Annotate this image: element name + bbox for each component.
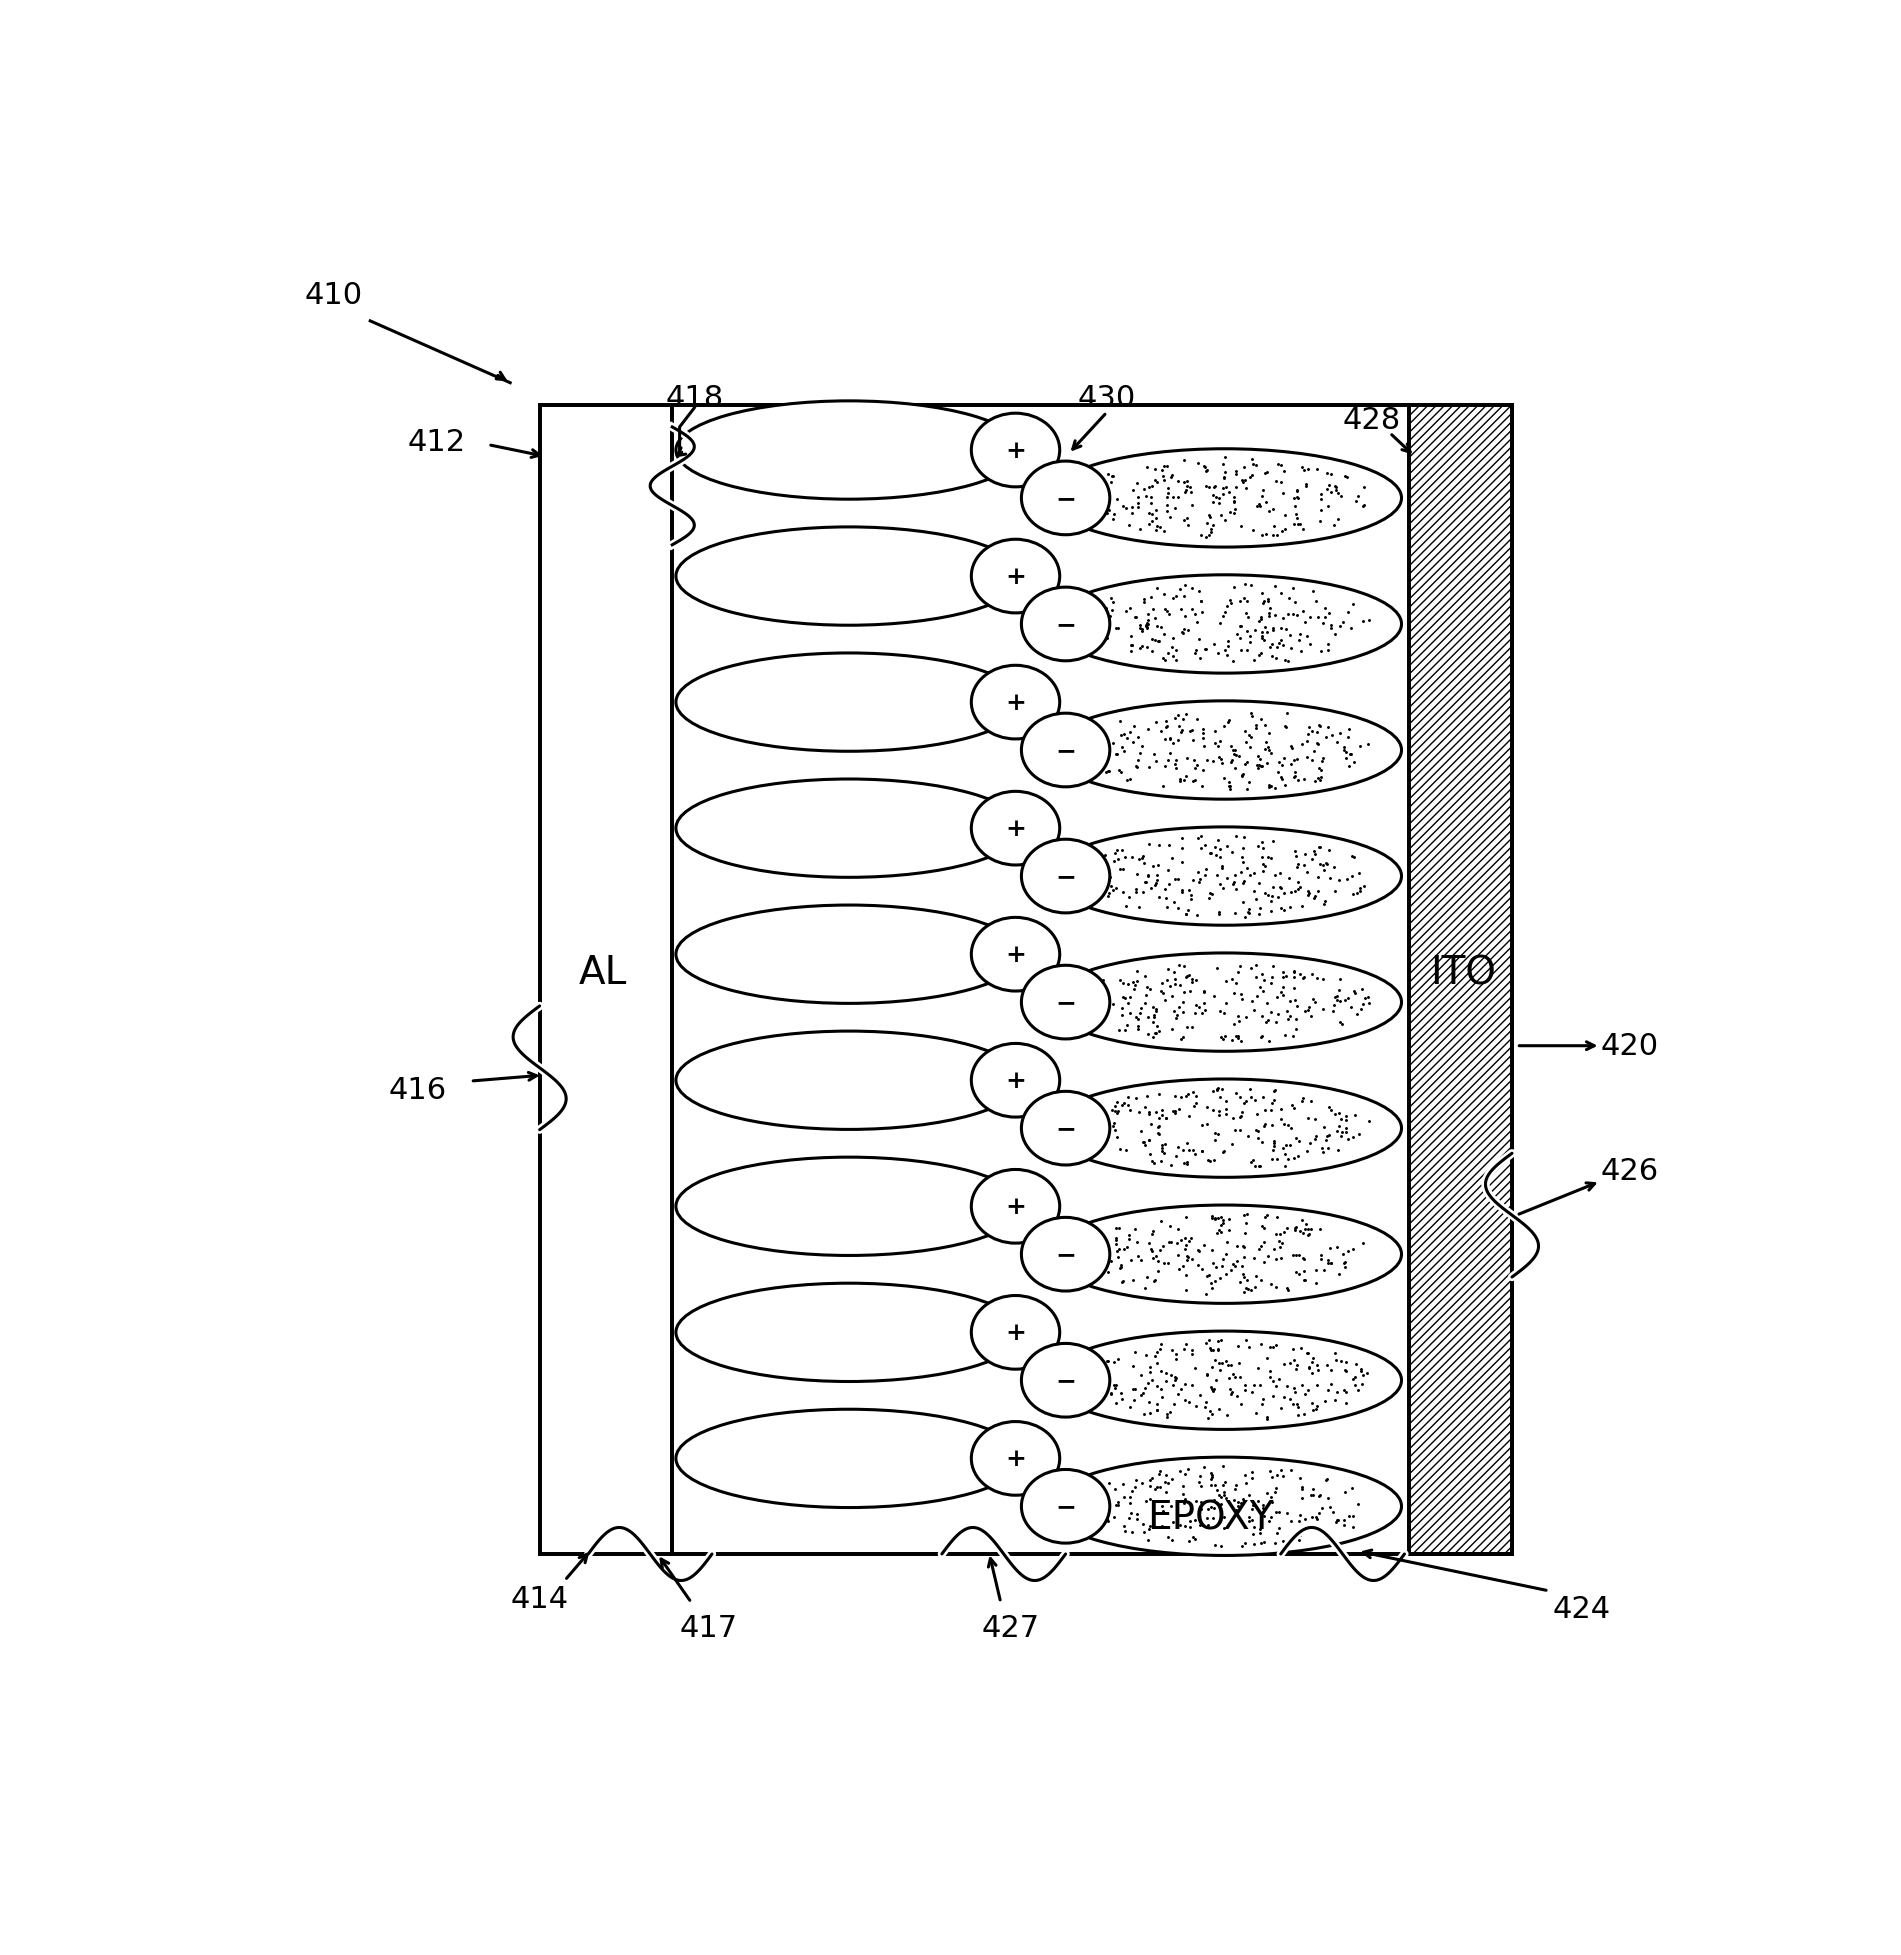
- Ellipse shape: [971, 540, 1059, 614]
- Text: −: −: [1055, 1116, 1076, 1140]
- Text: 424: 424: [1553, 1593, 1610, 1623]
- Text: 414: 414: [511, 1584, 568, 1613]
- Ellipse shape: [1021, 714, 1110, 788]
- Ellipse shape: [1021, 1343, 1110, 1417]
- Text: 410: 410: [304, 282, 363, 309]
- Ellipse shape: [971, 792, 1059, 866]
- Ellipse shape: [677, 1032, 1023, 1130]
- Ellipse shape: [971, 667, 1059, 739]
- Ellipse shape: [1047, 1079, 1401, 1177]
- Ellipse shape: [1047, 1456, 1401, 1556]
- Bar: [540, 405, 1511, 1554]
- Text: 416: 416: [388, 1075, 447, 1105]
- Ellipse shape: [677, 528, 1023, 626]
- Text: +: +: [1006, 565, 1027, 588]
- Text: +: +: [1006, 1069, 1027, 1093]
- Ellipse shape: [1021, 1091, 1110, 1165]
- Ellipse shape: [1021, 1470, 1110, 1542]
- Ellipse shape: [677, 653, 1023, 753]
- Ellipse shape: [1021, 1218, 1110, 1292]
- Ellipse shape: [1047, 827, 1401, 927]
- Text: 418: 418: [665, 383, 724, 413]
- Ellipse shape: [1021, 461, 1110, 536]
- Text: EPOXY: EPOXY: [1146, 1498, 1274, 1537]
- Text: +: +: [1006, 690, 1027, 716]
- Ellipse shape: [1047, 954, 1401, 1052]
- Text: +: +: [1006, 1195, 1027, 1218]
- Ellipse shape: [971, 414, 1059, 487]
- Ellipse shape: [971, 1296, 1059, 1368]
- Text: −: −: [1055, 612, 1076, 637]
- Text: −: −: [1055, 991, 1076, 1015]
- Ellipse shape: [971, 1044, 1059, 1118]
- Text: −: −: [1055, 487, 1076, 510]
- Ellipse shape: [1047, 1206, 1401, 1304]
- Text: +: +: [1006, 817, 1027, 841]
- Ellipse shape: [1021, 966, 1110, 1040]
- Text: −: −: [1055, 739, 1076, 762]
- Text: 427: 427: [983, 1613, 1040, 1642]
- Ellipse shape: [1021, 841, 1110, 913]
- Ellipse shape: [1047, 702, 1401, 800]
- Ellipse shape: [677, 1157, 1023, 1255]
- Text: +: +: [1006, 942, 1027, 966]
- Text: AL: AL: [578, 954, 627, 991]
- Text: −: −: [1055, 1368, 1076, 1392]
- Text: 426: 426: [1601, 1157, 1660, 1187]
- Text: 412: 412: [407, 428, 466, 457]
- Text: ITO: ITO: [1430, 954, 1496, 991]
- Text: +: +: [1006, 1447, 1027, 1470]
- Ellipse shape: [971, 1421, 1059, 1496]
- Ellipse shape: [971, 1169, 1059, 1243]
- Ellipse shape: [677, 780, 1023, 878]
- Ellipse shape: [1021, 588, 1110, 661]
- Bar: [1409, 405, 1511, 1554]
- Text: 428: 428: [1342, 407, 1401, 434]
- Text: −: −: [1055, 1243, 1076, 1267]
- Text: 417: 417: [681, 1613, 738, 1642]
- Ellipse shape: [677, 905, 1023, 1003]
- Text: −: −: [1055, 1494, 1076, 1519]
- Text: −: −: [1055, 864, 1076, 890]
- Text: 430: 430: [1078, 383, 1137, 413]
- Text: +: +: [1006, 1322, 1027, 1345]
- Ellipse shape: [677, 401, 1023, 500]
- Ellipse shape: [1047, 575, 1401, 674]
- Ellipse shape: [1047, 450, 1401, 547]
- Text: +: +: [1006, 438, 1027, 463]
- Ellipse shape: [1047, 1331, 1401, 1429]
- Ellipse shape: [677, 1284, 1023, 1382]
- Ellipse shape: [677, 1410, 1023, 1507]
- Text: 420: 420: [1601, 1032, 1660, 1062]
- Ellipse shape: [971, 919, 1059, 991]
